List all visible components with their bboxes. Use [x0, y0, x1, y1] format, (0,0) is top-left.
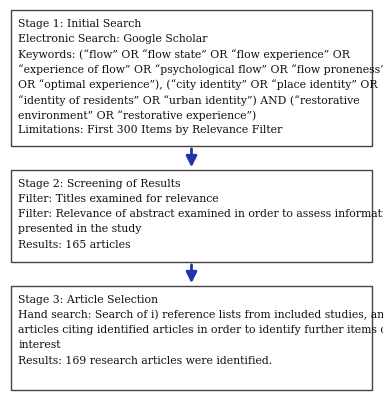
Bar [11, 10, 372, 146]
Text: Hand search: Search of i) reference lists from included studies, and ii): Hand search: Search of i) reference list… [18, 310, 383, 320]
Text: Results: 169 research articles were identified.: Results: 169 research articles were iden… [18, 356, 273, 366]
Text: Electronic Search: Google Scholar: Electronic Search: Google Scholar [18, 34, 208, 44]
Text: Keywords: (“flow” OR “flow state” OR “flow experience” OR: Keywords: (“flow” OR “flow state” OR “fl… [18, 49, 350, 60]
Text: “experience of flow” OR “psychological flow” OR “flow proneness”: “experience of flow” OR “psychological f… [18, 64, 383, 75]
Text: Stage 2: Screening of Results: Stage 2: Screening of Results [18, 179, 181, 189]
Text: environment” OR “restorative experience”): environment” OR “restorative experience”… [18, 110, 257, 121]
Text: Limitations: First 300 Items by Relevance Filter: Limitations: First 300 Items by Relevanc… [18, 125, 283, 135]
Text: OR “optimal experience”), (“city identity” OR “place identity” OR: OR “optimal experience”), (“city identit… [18, 80, 378, 90]
Bar [11, 170, 372, 262]
Bar [11, 286, 372, 390]
Text: Results: 165 articles: Results: 165 articles [18, 240, 131, 250]
Text: presented in the study: presented in the study [18, 224, 142, 234]
Text: Stage 3: Article Selection: Stage 3: Article Selection [18, 295, 159, 305]
Text: Stage 1: Initial Search: Stage 1: Initial Search [18, 19, 142, 29]
Text: interest: interest [18, 340, 61, 350]
Text: articles citing identified articles in order to identify further items of: articles citing identified articles in o… [18, 325, 383, 335]
Text: “identity of residents” OR “urban identity”) AND (“restorative: “identity of residents” OR “urban identi… [18, 95, 360, 106]
Text: Filter: Relevance of abstract examined in order to assess information: Filter: Relevance of abstract examined i… [18, 209, 383, 219]
Text: Filter: Titles examined for relevance: Filter: Titles examined for relevance [18, 194, 219, 204]
